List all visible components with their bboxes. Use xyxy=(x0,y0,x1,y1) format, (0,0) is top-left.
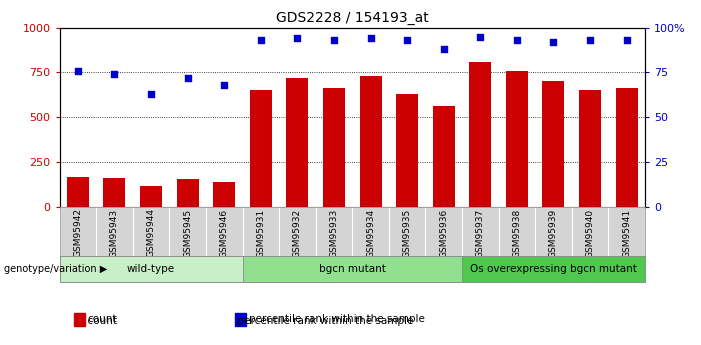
Bar xyxy=(323,88,345,207)
Text: bgcn mutant: bgcn mutant xyxy=(319,264,386,274)
Text: count: count xyxy=(81,316,116,326)
Text: GSM95933: GSM95933 xyxy=(329,208,339,258)
Bar xyxy=(74,313,85,326)
Text: GSM95946: GSM95946 xyxy=(219,208,229,258)
Text: Os overexpressing bgcn mutant: Os overexpressing bgcn mutant xyxy=(470,264,637,274)
Bar xyxy=(433,106,455,207)
Point xyxy=(365,36,376,41)
Bar xyxy=(104,178,125,207)
Text: percentile rank within the sample: percentile rank within the sample xyxy=(231,316,414,326)
Point xyxy=(585,37,596,43)
Point xyxy=(438,46,449,52)
Bar xyxy=(470,62,491,207)
Text: GSM95944: GSM95944 xyxy=(147,208,156,257)
Bar xyxy=(360,76,381,207)
Point xyxy=(182,75,193,81)
Point xyxy=(475,34,486,39)
Point xyxy=(328,37,339,43)
Text: GSM95945: GSM95945 xyxy=(183,208,192,258)
Text: GSM95939: GSM95939 xyxy=(549,208,558,258)
Point xyxy=(292,36,303,41)
Point xyxy=(145,91,156,97)
Bar xyxy=(579,90,601,207)
Text: wild-type: wild-type xyxy=(127,264,175,274)
Text: GSM95934: GSM95934 xyxy=(366,208,375,258)
Text: GSM95940: GSM95940 xyxy=(585,208,594,258)
Text: GSM95936: GSM95936 xyxy=(440,208,448,258)
Title: GDS2228 / 154193_at: GDS2228 / 154193_at xyxy=(276,11,428,25)
Bar xyxy=(177,179,198,207)
Text: GSM95943: GSM95943 xyxy=(110,208,119,258)
Bar xyxy=(250,90,272,207)
Bar xyxy=(213,182,235,207)
Point xyxy=(511,37,522,43)
Text: GSM95942: GSM95942 xyxy=(74,208,83,257)
Point xyxy=(72,68,83,73)
Point xyxy=(621,37,632,43)
Text: count: count xyxy=(88,314,117,324)
Bar xyxy=(287,78,308,207)
Bar xyxy=(543,81,564,207)
Text: GSM95937: GSM95937 xyxy=(476,208,485,258)
Point xyxy=(548,39,559,45)
Text: genotype/variation ▶: genotype/variation ▶ xyxy=(4,264,107,274)
Bar xyxy=(140,186,162,207)
Point xyxy=(109,71,120,77)
Point xyxy=(255,37,266,43)
Point xyxy=(219,82,230,88)
Text: GSM95938: GSM95938 xyxy=(512,208,522,258)
Point xyxy=(402,37,413,43)
Text: GSM95941: GSM95941 xyxy=(622,208,631,258)
Bar xyxy=(67,177,89,207)
Text: percentile rank within the sample: percentile rank within the sample xyxy=(249,314,425,324)
Bar xyxy=(615,88,638,207)
Bar xyxy=(396,94,418,207)
Bar xyxy=(60,256,243,282)
Text: GSM95935: GSM95935 xyxy=(402,208,411,258)
Text: GSM95931: GSM95931 xyxy=(257,208,265,258)
Text: GSM95932: GSM95932 xyxy=(293,208,302,258)
Bar xyxy=(243,256,462,282)
Bar xyxy=(506,71,528,207)
Bar xyxy=(236,313,246,326)
Bar xyxy=(462,256,645,282)
